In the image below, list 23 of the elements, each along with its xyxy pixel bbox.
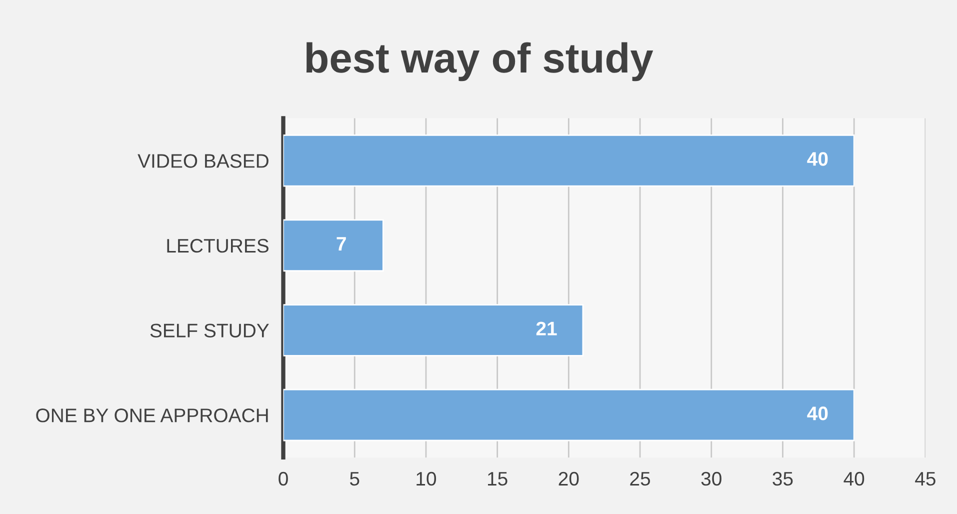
x-tick-label: 5 <box>350 472 360 486</box>
y-tick-label: SELF STUDY <box>150 324 269 338</box>
data-label: 21 <box>536 322 557 336</box>
bar <box>283 219 384 272</box>
data-label: 40 <box>807 152 828 166</box>
bar <box>283 134 855 187</box>
data-label: 40 <box>807 406 828 420</box>
data-label: 7 <box>336 237 346 250</box>
x-tick-label: 35 <box>772 472 793 486</box>
x-tick-label: 0 <box>278 472 288 486</box>
x-tick-label: 15 <box>488 472 508 486</box>
y-tick-label: ONE BY ONE APPROACH <box>36 408 268 422</box>
chart-title: best way of study <box>306 42 654 82</box>
x-tick-label: 40 <box>844 472 864 486</box>
x-tick-label: 45 <box>915 472 936 486</box>
x-tick-label: 30 <box>701 472 722 486</box>
x-tick-label: 25 <box>630 472 650 486</box>
y-tick-label: VIDEO BASED <box>138 154 268 168</box>
x-tick-label: 20 <box>558 472 579 486</box>
x-tick-label: 10 <box>416 472 436 486</box>
bar <box>283 304 584 356</box>
y-tick-label: LECTURES <box>167 238 268 253</box>
bar <box>283 388 855 442</box>
